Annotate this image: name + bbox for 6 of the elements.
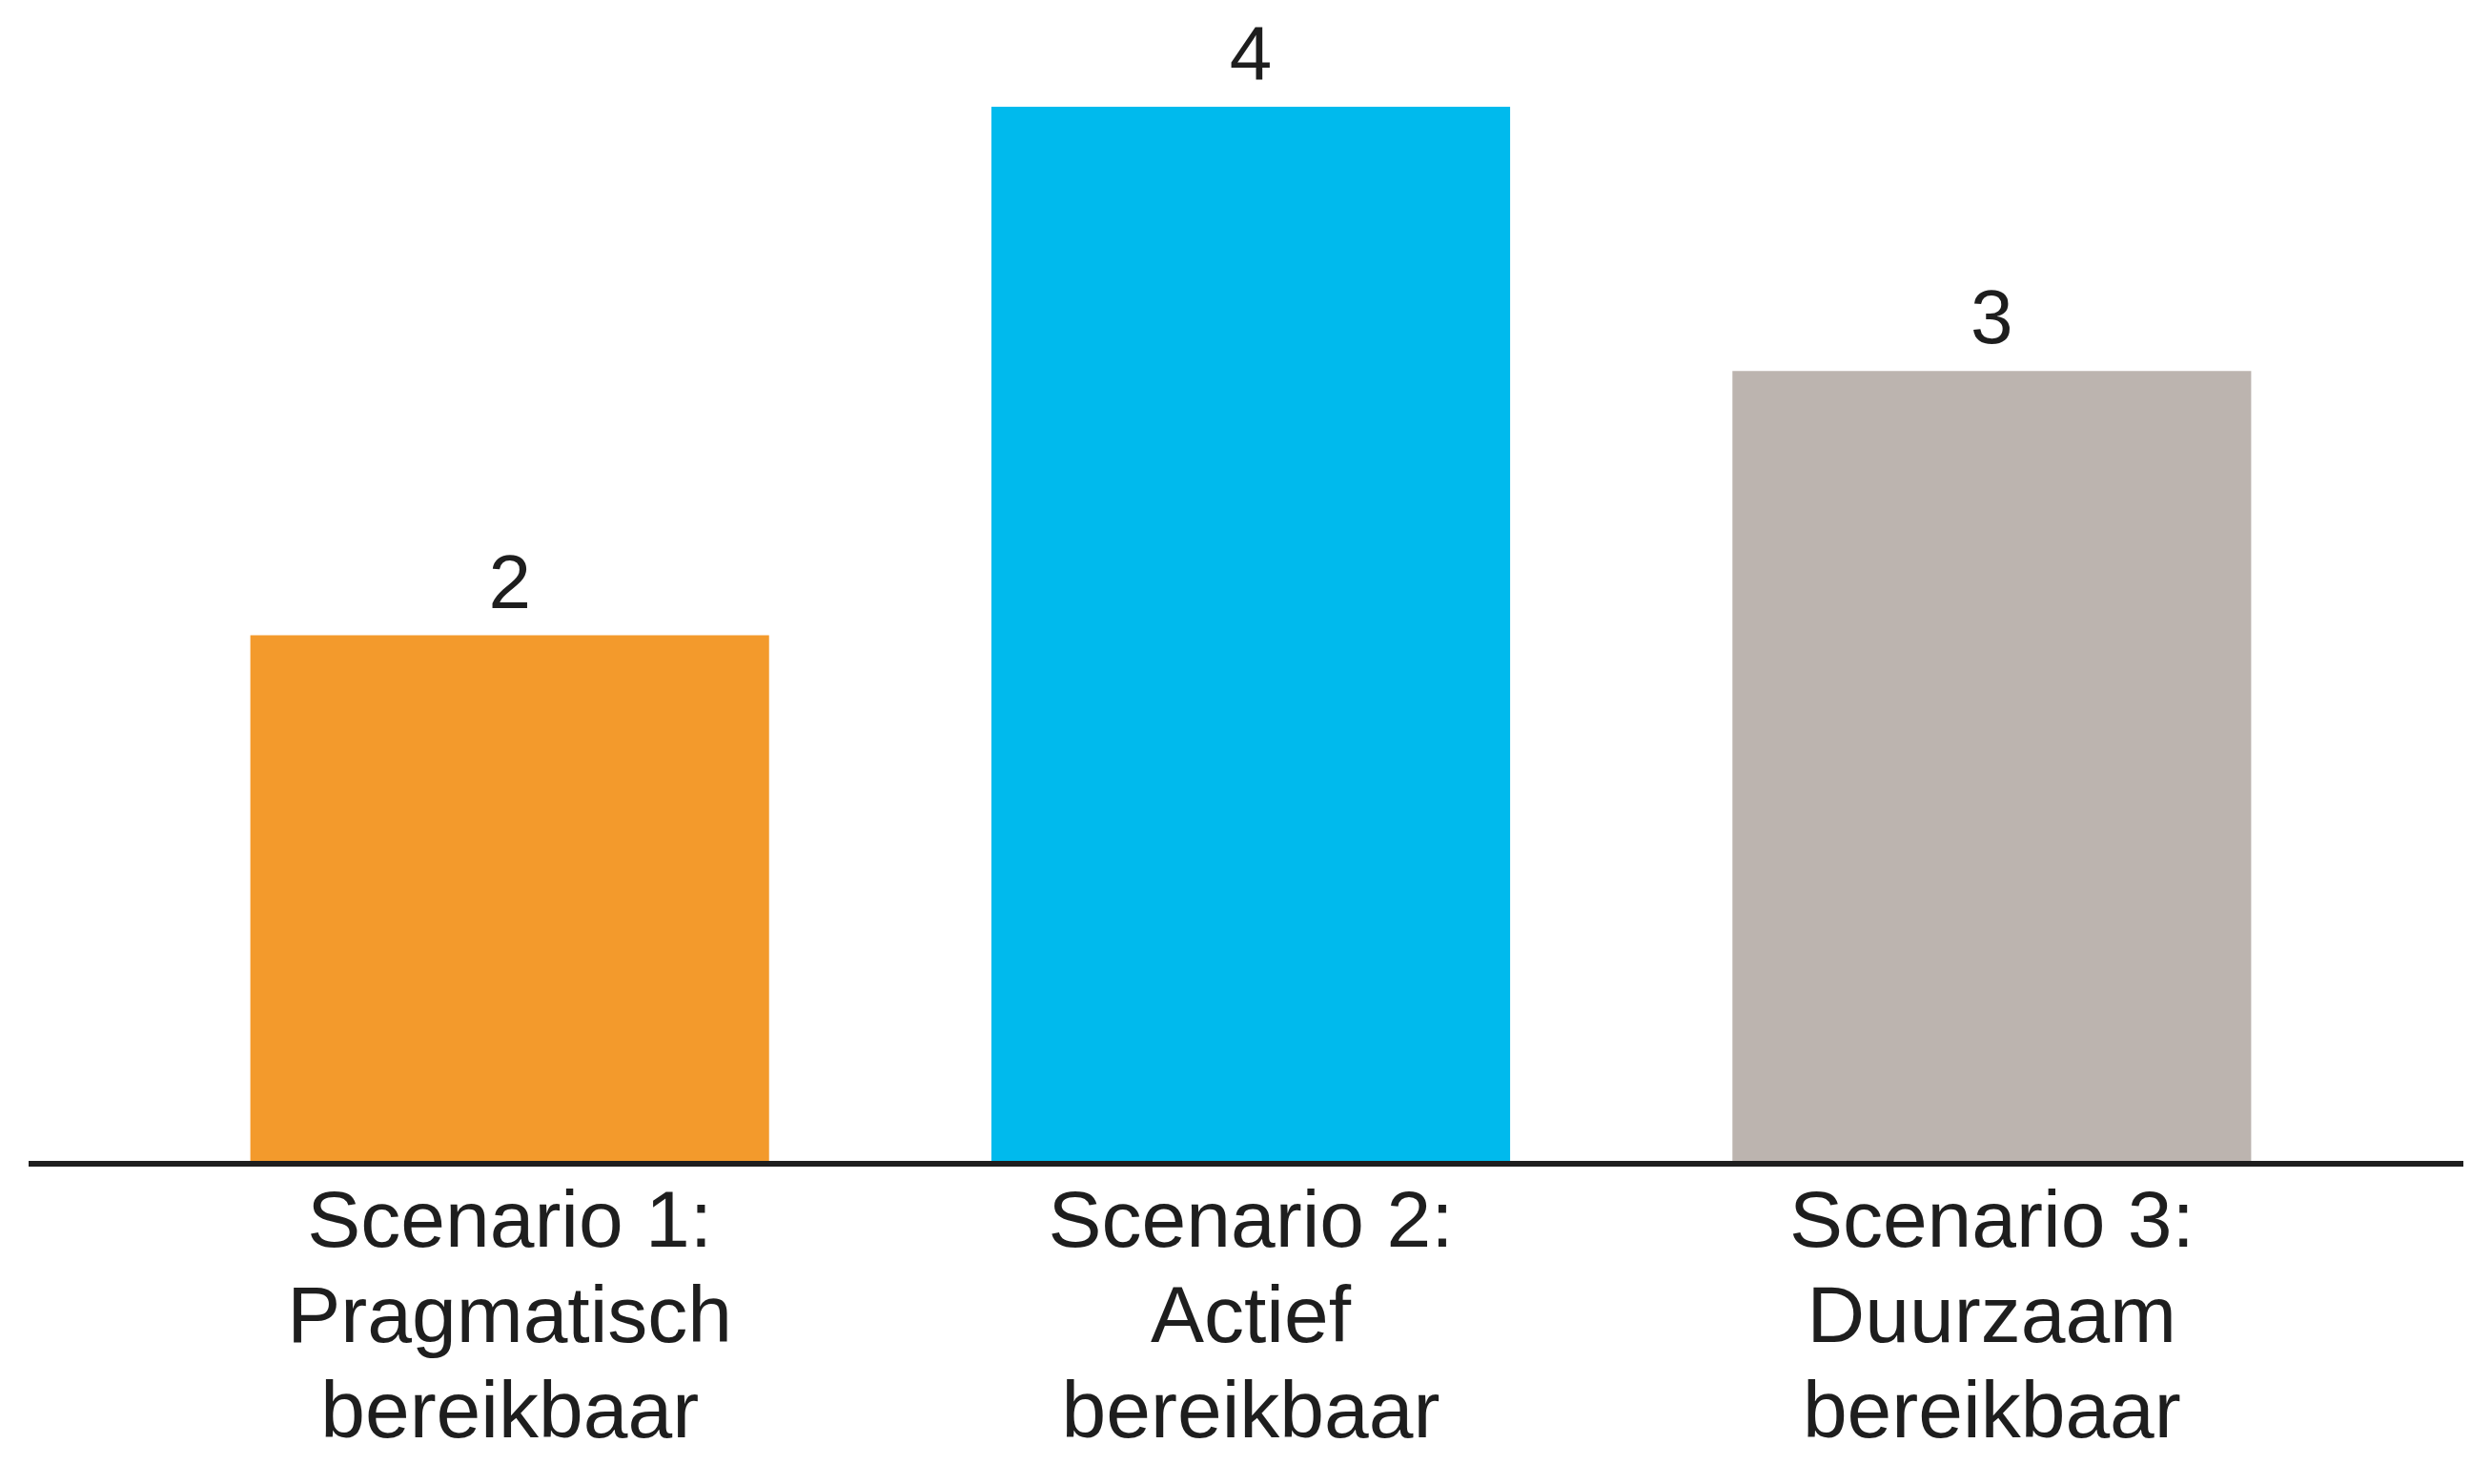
x-tick-label: Scenario 2: Actief bereikbaar	[1048, 1174, 1454, 1455]
data-label: 2	[488, 539, 531, 624]
data-label: 4	[1229, 10, 1273, 95]
x-tick-label: Scenario 1: Pragmatisch bereikbaar	[287, 1174, 733, 1455]
data-label: 3	[1971, 274, 2013, 360]
x-tick-label: Scenario 3: Duurzaam bereikbaar	[1788, 1174, 2195, 1455]
